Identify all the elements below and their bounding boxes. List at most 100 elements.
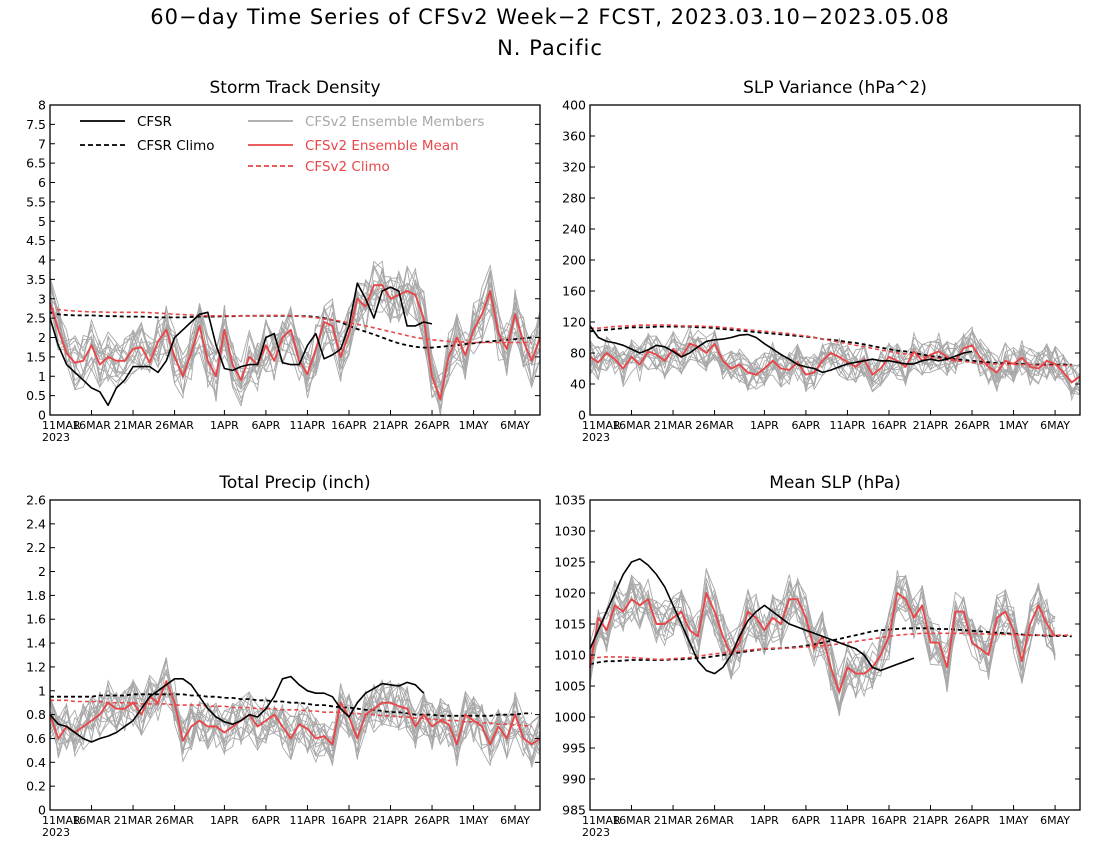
x-tick-label: 1APR (210, 419, 239, 432)
x-tick-label: 16MAR (612, 419, 651, 432)
x-tick-label: 11MAR (582, 814, 621, 827)
y-tick-label: 2.4 (26, 516, 46, 531)
y-tick-label: 1.2 (26, 659, 46, 674)
x-tick-label: 16MAR (612, 814, 651, 827)
series-cfsr (49, 675, 425, 743)
member-line (49, 280, 541, 391)
x-tick-label: 26APR (954, 814, 990, 827)
y-tick-label: 0 (38, 803, 46, 818)
member-line (49, 674, 541, 764)
x-tick-label: 6MAY (500, 814, 530, 827)
x-tick-label: 6APR (252, 419, 281, 432)
x-tick-label: 1MAY (999, 814, 1029, 827)
series-cfsr-climo (50, 693, 532, 717)
member-line (589, 326, 1081, 395)
x-tick-label: 11APR (290, 814, 326, 827)
x-tick-label: 6APR (792, 814, 821, 827)
y-tick-label: 400 (562, 98, 586, 113)
member-line (49, 264, 541, 394)
x-tick-label: 21MAR (654, 419, 693, 432)
x-tick-label: 21APR (913, 814, 949, 827)
x-tick-label: 21APR (373, 814, 409, 827)
x-tick-label: 6MAY (1040, 419, 1070, 432)
x-tick-year: 2023 (42, 431, 70, 444)
x-tick-year: 2023 (582, 826, 610, 839)
panel-storm-track-density: Storm Track Density 0 0.5 1 1.5 2 2.5 3 3.5 4 4.5 5… (26, 78, 541, 444)
series-cfsr (49, 282, 433, 407)
y-tick-label: 360 (562, 129, 586, 144)
panel-mean-slp: Mean SLP (hPa) 985 990 995 1000 1005 1010 1015 1… (554, 473, 1081, 839)
y-tick-label: 1015 (554, 617, 586, 632)
ensemble-members (589, 325, 1081, 402)
y-tick-label: 2.5 (26, 311, 46, 326)
y-tick-label: 320 (562, 160, 586, 175)
y-tick-label: 1.5 (26, 349, 46, 364)
x-tick-label: 26MAR (155, 419, 194, 432)
series-cfsv2-climo (589, 632, 1072, 661)
x-tick-label: 11APR (290, 419, 326, 432)
x-tick-label: 11MAR (42, 419, 81, 432)
y-tick-label: 1005 (554, 679, 586, 694)
x-tick-label: 26APR (414, 419, 450, 432)
member-line (589, 581, 1056, 692)
panel-title: Storm Track Density (209, 78, 380, 98)
y-tick-label: 6.5 (26, 156, 46, 171)
y-tick-label: 1.8 (26, 588, 46, 603)
x-tick-label: 16APR (331, 814, 367, 827)
member-line (589, 574, 1056, 708)
member-line (49, 272, 541, 410)
x-tick-label: 11APR (830, 814, 866, 827)
y-tick-label: 160 (562, 284, 586, 299)
panel-total-precip: Total Precip (inch) 0 0.2 0.4 0.6 0.8 1 1.2 1.4 1… (26, 473, 541, 839)
x-tick-label: 6MAY (500, 419, 530, 432)
member-line (49, 260, 541, 401)
y-tick-label: 1.6 (26, 612, 46, 627)
x-tick-label: 16APR (331, 419, 367, 432)
x-tick-label: 6APR (792, 419, 821, 432)
x-tick-year: 2023 (42, 826, 70, 839)
legend-label-cfsv2-climo: CFSv2 Climo (305, 159, 390, 175)
legend-label-cfsr-climo: CFSR Climo (137, 138, 215, 154)
y-tick-label: 1000 (554, 710, 586, 725)
y-tick-label: 2.6 (26, 493, 46, 508)
x-tick-label: 21MAR (114, 419, 153, 432)
y-tick-label: 6 (38, 175, 46, 190)
y-tick-label: 0 (578, 408, 586, 423)
legend: CFSR CFSR Climo CFSv2 Ensemble Members CFSv… (80, 114, 484, 175)
member-line (49, 269, 541, 400)
y-tick-label: 1020 (554, 586, 586, 601)
x-tick-label: 1APR (210, 814, 239, 827)
y-tick-label: 990 (562, 772, 586, 787)
x-tick-label: 11MAR (582, 419, 621, 432)
y-tick-label: 80 (570, 346, 586, 361)
y-tick-label: 4.5 (26, 233, 46, 248)
y-tick-label: 4 (38, 253, 46, 268)
x-tick-label: 16APR (871, 814, 907, 827)
series-ens-mean (49, 284, 541, 401)
y-tick-label: 2 (38, 564, 46, 579)
y-tick-label: 0.8 (26, 707, 46, 722)
y-tick-label: 985 (562, 803, 586, 818)
y-tick-label: 3 (38, 291, 46, 306)
x-tick-label: 26MAR (695, 814, 734, 827)
y-tick-label: 1030 (554, 524, 586, 539)
y-tick-label: 1 (38, 369, 46, 384)
x-tick-label: 1APR (750, 814, 779, 827)
y-tick-label: 40 (570, 377, 586, 392)
y-tick-label: 0.2 (26, 779, 46, 794)
x-tick-label: 26APR (954, 419, 990, 432)
member-line (589, 575, 1056, 698)
y-tick-label: 240 (562, 222, 586, 237)
series-ens-mean (49, 680, 541, 746)
x-tick-label: 1APR (750, 419, 779, 432)
panel-title: Mean SLP (hPa) (769, 473, 901, 493)
legend-label-cfsr: CFSR (137, 114, 172, 130)
y-tick-label: 995 (562, 741, 586, 756)
member-line (589, 325, 1081, 393)
panel-title: SLP Variance (hPa^2) (743, 78, 927, 98)
plot-frame (589, 499, 1081, 811)
y-tick-label: 120 (562, 315, 586, 330)
y-tick-label: 1 (38, 683, 46, 698)
figure-subtitle: N. Pacific (497, 36, 603, 60)
